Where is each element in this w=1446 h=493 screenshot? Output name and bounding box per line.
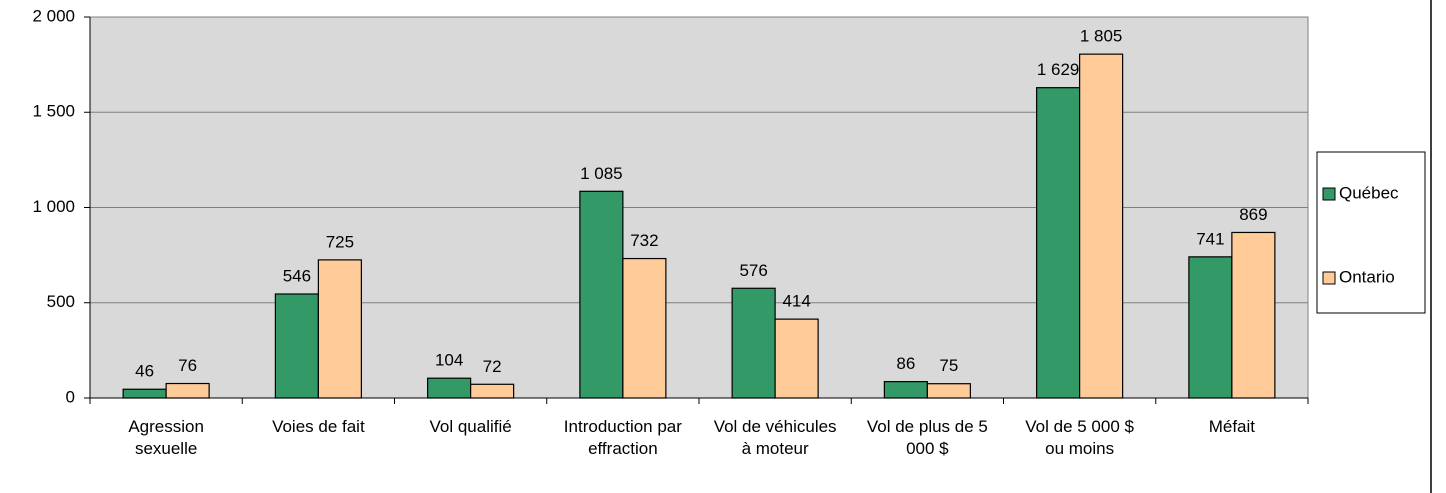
bar — [731, 287, 776, 399]
x-tick-label: Introduction par effraction — [563, 417, 682, 458]
value-label: 104 — [435, 351, 463, 370]
y-tick-label: 1 500 — [32, 102, 75, 121]
value-label: 546 — [283, 266, 311, 285]
bar — [1036, 87, 1081, 399]
value-label: 1 085 — [580, 164, 623, 183]
legend-label: Ontario — [1339, 267, 1395, 286]
value-label: 1 629 — [1037, 60, 1080, 79]
bar — [317, 259, 362, 399]
y-tick-label: 500 — [47, 292, 75, 311]
bar — [122, 388, 167, 399]
bar — [774, 318, 819, 399]
value-label: 732 — [630, 231, 658, 250]
legend-swatch — [1322, 187, 1336, 201]
bar — [883, 381, 928, 399]
legend-swatch — [1322, 271, 1336, 285]
value-label: 1 805 — [1080, 27, 1123, 46]
y-tick-label: 1 000 — [32, 197, 75, 216]
x-tick-label: Voies de fait — [272, 417, 365, 436]
bar — [470, 383, 515, 399]
value-label: 576 — [739, 261, 767, 280]
value-label: 86 — [896, 354, 915, 373]
bar — [926, 383, 971, 399]
x-tick-label: Vol de plus de 5 000 $ — [866, 417, 988, 458]
value-label: 414 — [782, 292, 810, 311]
x-tick-label: Vol de 5 000 $ ou moins — [1025, 417, 1134, 458]
bar — [274, 293, 319, 399]
bar — [1231, 231, 1276, 399]
bar — [427, 377, 472, 399]
x-tick-label: Méfait — [1208, 417, 1256, 436]
value-label: 725 — [326, 232, 354, 251]
value-label: 741 — [1196, 229, 1224, 248]
bar — [165, 382, 210, 399]
value-label: 75 — [939, 356, 958, 375]
bar — [1188, 256, 1233, 399]
value-label: 76 — [178, 356, 197, 375]
value-label: 869 — [1239, 205, 1267, 224]
x-tick-label: Vol de véhicules à moteur — [713, 417, 837, 458]
x-tick-label: Vol qualifié — [429, 417, 512, 436]
bar — [579, 190, 624, 399]
value-label: 46 — [135, 362, 154, 381]
bar — [1079, 53, 1124, 399]
y-tick-label: 2 000 — [32, 6, 75, 25]
legend-box — [1316, 151, 1426, 314]
legend-label: Québec — [1339, 183, 1399, 202]
y-tick-label: 0 — [66, 387, 75, 406]
bar — [622, 257, 667, 399]
x-tick-label: Agression sexuelle — [128, 417, 204, 458]
value-label: 72 — [483, 357, 502, 376]
